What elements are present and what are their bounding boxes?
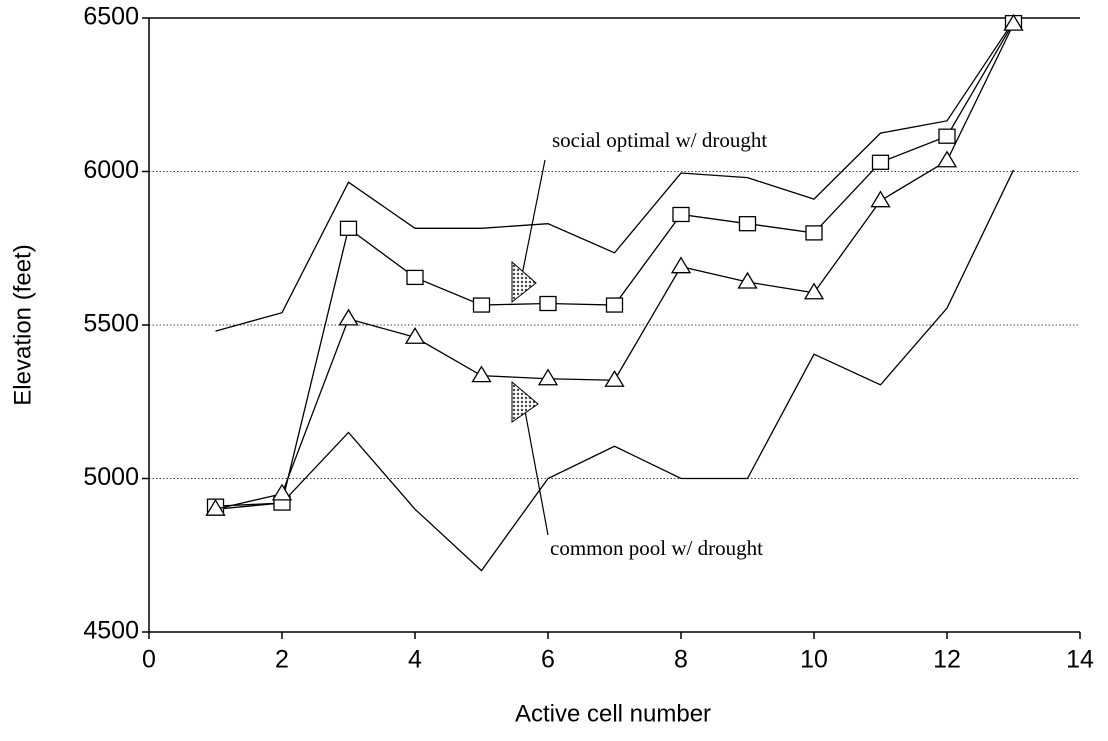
marker [605,297,624,313]
marker [205,498,226,516]
arrow-line [519,159,546,286]
arrow-line [522,399,549,536]
y-tick-label: 6500 [83,3,139,31]
marker [539,295,557,312]
marker [537,368,559,386]
marker [406,269,424,286]
marker [404,327,426,344]
marker [738,216,757,232]
marker [670,256,692,274]
marker [1003,13,1024,31]
y-tick-label: 5500 [83,310,139,338]
series-line [215,23,1015,510]
x-axis-title: Active cell number [515,700,711,727]
marker [871,154,890,170]
x-tick-label: 8 [674,646,688,674]
marker [803,282,825,300]
marker [471,365,492,383]
x-tick-label: 4 [408,646,422,674]
y-axis-title: Elevation (feet) [9,244,36,405]
x-tick-label: 12 [933,646,961,674]
x-tick-label: 2 [275,646,289,674]
marker [737,271,758,289]
marker [339,220,358,236]
series-line [215,20,1015,332]
marker [805,225,823,241]
x-tick-label: 14 [1066,646,1094,674]
marker [936,150,958,168]
x-tick-label: 0 [142,646,156,674]
series-line [215,169,1015,572]
series-line [215,22,1015,507]
annotation: common pool w/ drought [550,536,763,560]
y-tick-label: 4500 [83,617,139,645]
marker [271,483,293,501]
x-tick-label: 6 [541,646,555,674]
annotation: social optimal w/ drought [552,128,767,152]
marker [472,297,491,313]
marker [338,308,359,326]
y-tick-label: 5000 [83,463,139,491]
arrow-head [511,260,537,304]
marker [870,190,891,208]
y-tick-label: 6000 [83,156,139,184]
marker [604,369,625,387]
x-tick-label: 10 [800,646,828,674]
arrow-head [511,380,539,423]
marker [672,206,690,223]
marker [938,128,956,144]
